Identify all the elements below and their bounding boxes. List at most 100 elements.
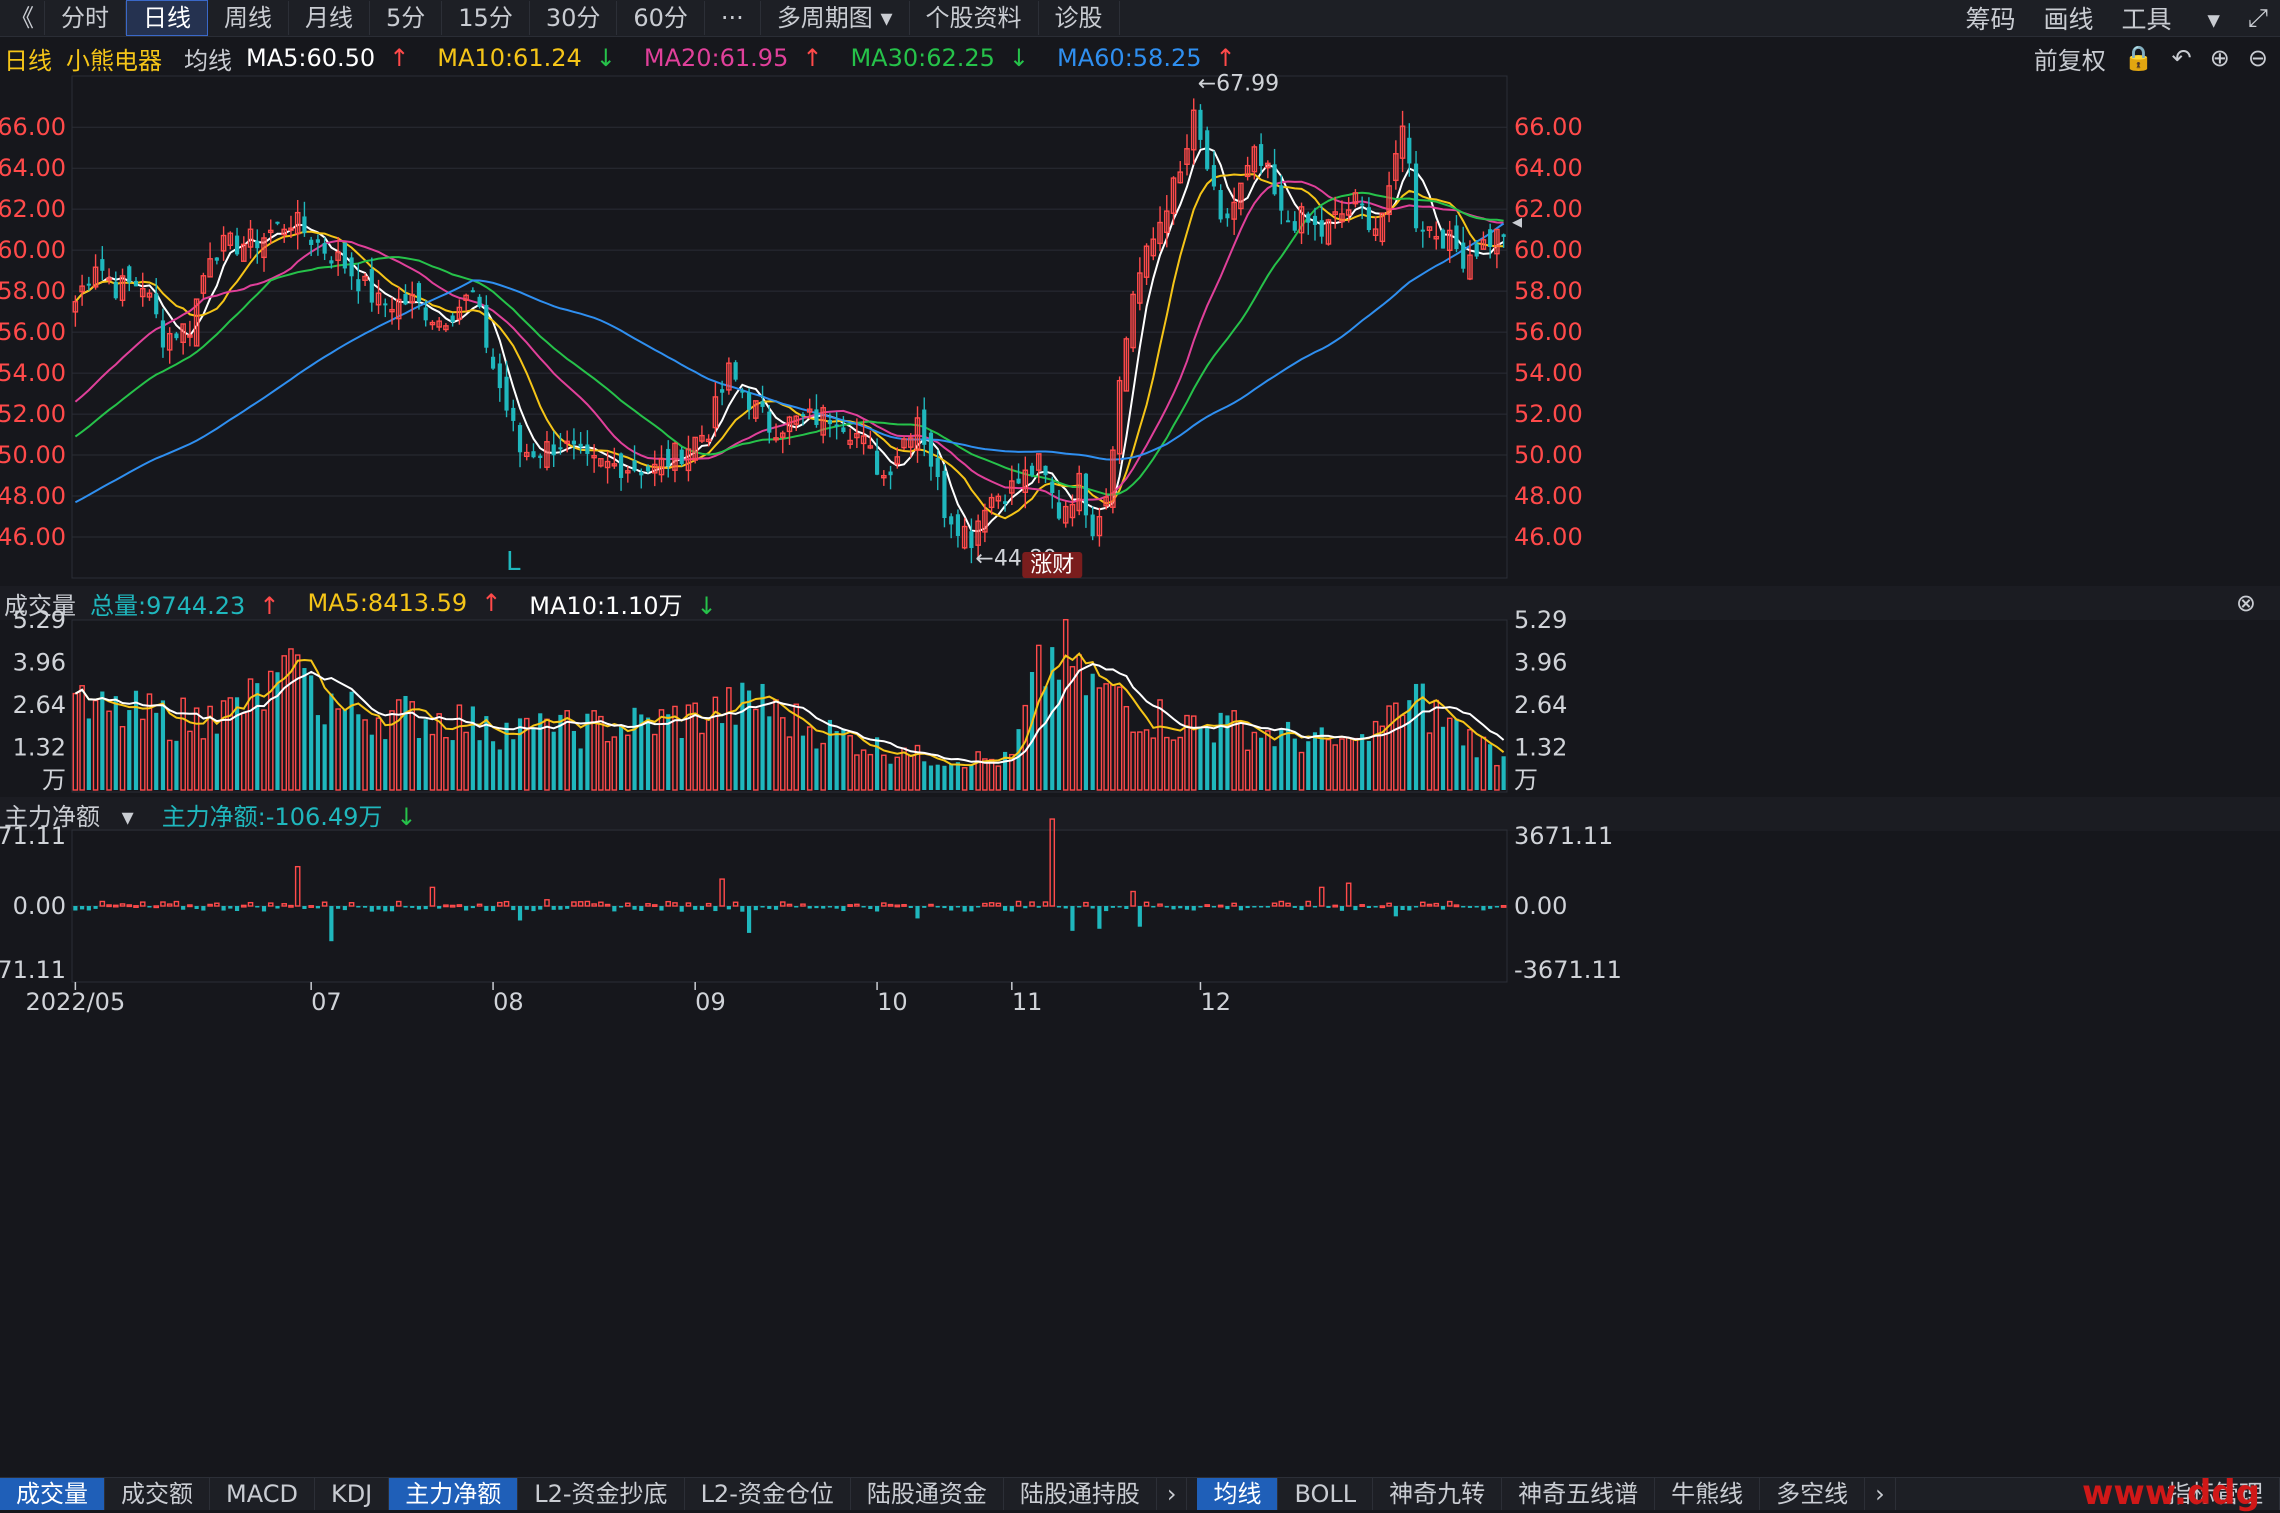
- flow-bar-up: [982, 902, 988, 907]
- flow-bar-down: [1056, 906, 1062, 908]
- restore-rights-button[interactable]: 前复权: [2033, 46, 2106, 75]
- volume-bar-down: [322, 724, 327, 790]
- flow-bar-down: [1090, 906, 1095, 909]
- candle-body-down: [1474, 243, 1479, 257]
- ma-type-label[interactable]: 均线: [184, 46, 232, 75]
- volume-bar-up: [625, 734, 631, 791]
- tab-macd[interactable]: MACD: [210, 1478, 315, 1510]
- tab-magic-nine[interactable]: 神奇九转: [1373, 1478, 1503, 1510]
- chips-button[interactable]: 筹码: [1965, 5, 2016, 34]
- more-periods-button[interactable]: ···: [705, 1, 761, 35]
- candle-body-down: [578, 443, 583, 448]
- candle-body-down: [349, 257, 354, 277]
- diagnose-button[interactable]: 诊股: [1039, 1, 1120, 35]
- tab-15min[interactable]: 15分: [442, 1, 530, 35]
- tab-long-short[interactable]: 多空线: [1760, 1478, 1866, 1510]
- back-chevron-left-icon[interactable]: 《: [0, 1, 45, 35]
- stock-info-button[interactable]: 个股资料: [910, 1, 1039, 35]
- volume-bar-down: [639, 714, 644, 790]
- close-icon[interactable]: ⊗: [2235, 589, 2256, 617]
- tab-30min[interactable]: 30分: [530, 1, 618, 35]
- chevron-down-icon: ▾: [880, 4, 893, 32]
- zoom-in-icon[interactable]: ⊕: [2209, 44, 2230, 72]
- flow-bar-down: [275, 906, 280, 909]
- draw-button[interactable]: 画线: [2043, 5, 2094, 34]
- undo-icon[interactable]: ↶: [2171, 44, 2192, 72]
- indicator-manage-button[interactable]: 指标管理: [2151, 1478, 2280, 1510]
- flow-bar-down: [693, 906, 698, 910]
- tab-ma[interactable]: 均线: [1197, 1478, 1279, 1510]
- tab-5min[interactable]: 5分: [370, 1, 443, 35]
- tab-volume[interactable]: 成交量: [0, 1478, 105, 1510]
- tab-minute[interactable]: 分时: [45, 1, 126, 35]
- volume-bar-down: [955, 762, 961, 790]
- flow-bar-down: [484, 906, 489, 911]
- tools-button[interactable]: 工具 ▾: [2121, 5, 2220, 34]
- flow-title[interactable]: 主力净额 ▾: [4, 797, 148, 832]
- tab-l2-position[interactable]: L2-资金仓位: [685, 1478, 851, 1510]
- ma5-text: MA5:60.50: [246, 44, 376, 72]
- stock-chart[interactable]: 66.00 66.00 64.00 64.00 62.00 62.00 60.00 60.00…: [0, 0, 2280, 1440]
- flow-bar-up: [241, 904, 247, 908]
- fullscreen-icon[interactable]: ⤢: [2247, 3, 2268, 32]
- flow-bar-up: [881, 902, 887, 907]
- volume-tick-left: 5.29: [13, 606, 66, 634]
- candle-body-down: [1306, 213, 1311, 223]
- volume-bar-down: [814, 748, 819, 790]
- zoom-out-icon[interactable]: ⊖: [2247, 44, 2268, 72]
- candle-body-down: [733, 362, 738, 380]
- flow-bar-down: [376, 906, 381, 910]
- tab-hk-flow[interactable]: 陆股通资金: [851, 1478, 1004, 1510]
- ma10-value: MA10:61.24 ↓: [437, 44, 630, 72]
- tab-60min[interactable]: 60分: [617, 1, 705, 35]
- flow-bar-down: [1488, 906, 1493, 909]
- tabs-scroll-right-icon-2[interactable]: ›: [1865, 1478, 1896, 1510]
- candle-body-up: [914, 417, 921, 451]
- flow-bar-down: [612, 906, 617, 912]
- flow-value-text: 主力净额:-106.49万: [161, 802, 383, 831]
- candle-body-up: [988, 496, 995, 509]
- tab-turnover[interactable]: 成交额: [105, 1478, 210, 1510]
- flow-bar-down: [1312, 906, 1318, 908]
- candle-body-up: [793, 415, 800, 425]
- volume-bar-up: [375, 717, 382, 791]
- lock-icon[interactable]: 🔒: [2123, 44, 2154, 72]
- tab-hk-holding[interactable]: 陆股通持股: [1004, 1478, 1157, 1510]
- tab-kdj[interactable]: KDJ: [315, 1478, 390, 1510]
- tab-weekly[interactable]: 周线: [208, 1, 289, 35]
- tab-main-flow[interactable]: 主力净额: [389, 1478, 519, 1510]
- flow-bar-down: [1171, 906, 1176, 910]
- volume-bar-up: [726, 687, 732, 791]
- volume-bar-up: [753, 708, 759, 791]
- price-tick-left: 66.00: [0, 113, 66, 141]
- price-tick-left: 46.00: [0, 523, 66, 551]
- candle-body-down: [423, 307, 428, 321]
- tab-daily[interactable]: 日线: [126, 0, 208, 36]
- flow-bar-down: [1265, 906, 1270, 908]
- candle-body-up: [1386, 185, 1392, 216]
- volume-bar-up: [187, 730, 193, 791]
- candle-body-up: [1103, 496, 1109, 507]
- flow-bar-up: [1500, 904, 1507, 908]
- candle-body-up: [389, 308, 395, 313]
- volume-bar-up: [1035, 644, 1042, 791]
- multi-period-button[interactable]: 多周期图 ▾: [761, 1, 910, 35]
- candle-body-down: [342, 242, 347, 269]
- volume-bar-up: [1096, 687, 1103, 791]
- tab-l2-bottom[interactable]: L2-资金抄底: [518, 1478, 685, 1510]
- tab-bull-bear[interactable]: 牛熊线: [1655, 1478, 1761, 1510]
- flow-bar-down: [1184, 906, 1190, 910]
- badge-bg: [1022, 552, 1083, 578]
- volume-bar-down: [255, 683, 260, 790]
- candle-body-up: [995, 495, 1002, 502]
- candle-body-up: [1130, 293, 1136, 349]
- tab-monthly[interactable]: 月线: [289, 1, 370, 35]
- tab-magic-five[interactable]: 神奇五线谱: [1502, 1478, 1656, 1510]
- flow-bar-down: [1211, 906, 1217, 908]
- volume-bar-down: [356, 714, 361, 790]
- candle-body-down: [1050, 481, 1055, 494]
- candle-body-down: [403, 293, 408, 305]
- tabs-scroll-right-icon[interactable]: ›: [1157, 1478, 1188, 1510]
- flow-bar-up: [139, 901, 146, 907]
- tab-boll[interactable]: BOLL: [1278, 1478, 1374, 1510]
